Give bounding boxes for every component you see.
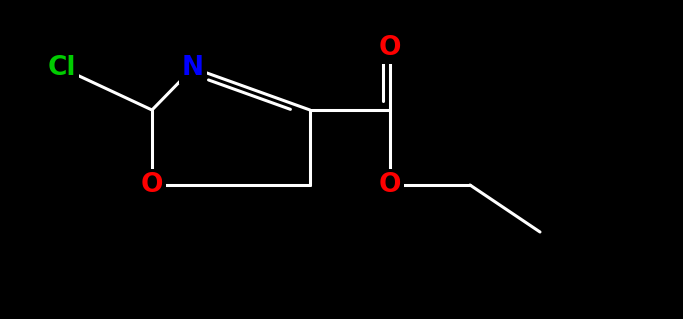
Text: O: O [379,172,401,198]
Text: Cl: Cl [48,55,76,81]
Text: N: N [182,55,204,81]
Text: O: O [141,172,163,198]
Text: O: O [379,35,401,61]
